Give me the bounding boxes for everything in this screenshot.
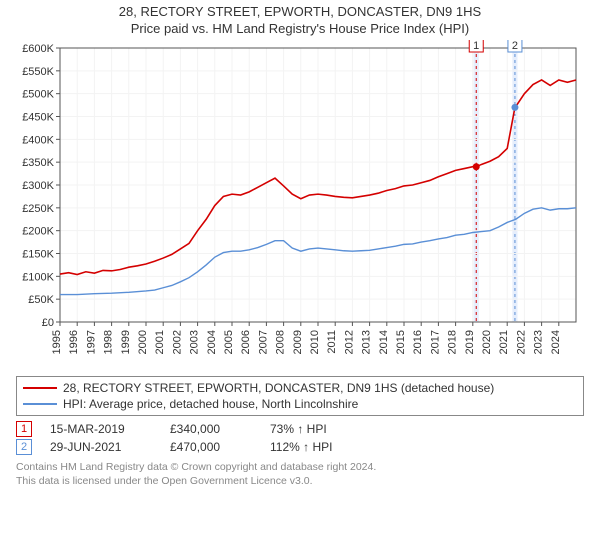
page-title-address: 28, RECTORY STREET, EPWORTH, DONCASTER, … xyxy=(10,4,590,19)
svg-text:£600K: £600K xyxy=(22,43,54,55)
svg-text:2007: 2007 xyxy=(257,330,269,354)
svg-text:2002: 2002 xyxy=(171,330,183,354)
svg-text:2010: 2010 xyxy=(309,330,321,354)
svg-text:2003: 2003 xyxy=(189,330,201,354)
footer-attribution: Contains HM Land Registry data © Crown c… xyxy=(10,456,590,488)
svg-text:£0: £0 xyxy=(42,317,54,329)
sale-row-2: 2 29-JUN-2021 £470,000 112% ↑ HPI xyxy=(10,438,590,456)
svg-text:2000: 2000 xyxy=(137,330,149,354)
svg-text:£400K: £400K xyxy=(22,134,54,146)
svg-text:1997: 1997 xyxy=(85,330,97,354)
svg-text:2012: 2012 xyxy=(343,330,355,354)
page-title-subtitle: Price paid vs. HM Land Registry's House … xyxy=(10,21,590,36)
legend-swatch-hpi xyxy=(23,403,57,405)
svg-text:2018: 2018 xyxy=(447,330,459,354)
svg-text:£150K: £150K xyxy=(22,249,54,261)
footer-line-1: Contains HM Land Registry data © Crown c… xyxy=(16,460,584,474)
svg-text:2020: 2020 xyxy=(481,330,493,354)
svg-text:2013: 2013 xyxy=(361,330,373,354)
svg-text:1: 1 xyxy=(473,40,479,52)
svg-text:£500K: £500K xyxy=(22,89,54,101)
sale-row-1: 1 15-MAR-2019 £340,000 73% ↑ HPI xyxy=(10,420,590,438)
svg-text:2001: 2001 xyxy=(154,330,166,354)
svg-text:2009: 2009 xyxy=(292,330,304,354)
svg-text:2: 2 xyxy=(512,40,518,52)
svg-text:1999: 1999 xyxy=(120,330,132,354)
svg-text:2023: 2023 xyxy=(533,330,545,354)
svg-text:2015: 2015 xyxy=(395,330,407,354)
svg-text:£350K: £350K xyxy=(22,157,54,169)
svg-text:2017: 2017 xyxy=(429,330,441,354)
legend-row-property: 28, RECTORY STREET, EPWORTH, DONCASTER, … xyxy=(23,380,577,396)
svg-text:1995: 1995 xyxy=(51,330,63,354)
sale-price-1: £340,000 xyxy=(170,422,270,436)
legend-label-hpi: HPI: Average price, detached house, Nort… xyxy=(63,397,358,411)
legend-row-hpi: HPI: Average price, detached house, Nort… xyxy=(23,396,577,412)
legend: 28, RECTORY STREET, EPWORTH, DONCASTER, … xyxy=(16,376,584,416)
sale-date-2: 29-JUN-2021 xyxy=(50,440,170,454)
svg-text:2005: 2005 xyxy=(223,330,235,354)
sale-vs-hpi-2: 112% ↑ HPI xyxy=(270,440,390,454)
svg-text:2022: 2022 xyxy=(515,330,527,354)
svg-text:£450K: £450K xyxy=(22,112,54,124)
price-chart: £0 £50K £100K £150K £200K £250K £300K £350K £400… xyxy=(14,40,586,370)
svg-text:2016: 2016 xyxy=(412,330,424,354)
svg-text:2006: 2006 xyxy=(240,330,252,354)
svg-text:2011: 2011 xyxy=(326,330,338,354)
svg-text:1996: 1996 xyxy=(68,330,80,354)
svg-text:2019: 2019 xyxy=(464,330,476,354)
svg-text:£550K: £550K xyxy=(22,66,54,78)
svg-text:£300K: £300K xyxy=(22,180,54,192)
svg-text:2008: 2008 xyxy=(275,330,287,354)
sale-marker-1: 1 xyxy=(16,421,32,437)
svg-text:£200K: £200K xyxy=(22,226,54,238)
svg-text:2021: 2021 xyxy=(498,330,510,354)
sale-price-2: £470,000 xyxy=(170,440,270,454)
svg-text:2014: 2014 xyxy=(378,330,390,354)
svg-text:£100K: £100K xyxy=(22,271,54,283)
sale-date-1: 15-MAR-2019 xyxy=(50,422,170,436)
sale-vs-hpi-1: 73% ↑ HPI xyxy=(270,422,390,436)
svg-text:1998: 1998 xyxy=(103,330,115,354)
svg-text:2024: 2024 xyxy=(550,330,562,354)
svg-text:2004: 2004 xyxy=(206,330,218,354)
svg-text:£50K: £50K xyxy=(28,294,54,306)
footer-line-2: This data is licensed under the Open Gov… xyxy=(16,474,584,488)
svg-text:£250K: £250K xyxy=(22,203,54,215)
legend-label-property: 28, RECTORY STREET, EPWORTH, DONCASTER, … xyxy=(63,381,494,395)
sale-marker-2: 2 xyxy=(16,439,32,455)
legend-swatch-property xyxy=(23,387,57,389)
sale-rows: 1 15-MAR-2019 £340,000 73% ↑ HPI 2 29-JU… xyxy=(10,420,590,456)
